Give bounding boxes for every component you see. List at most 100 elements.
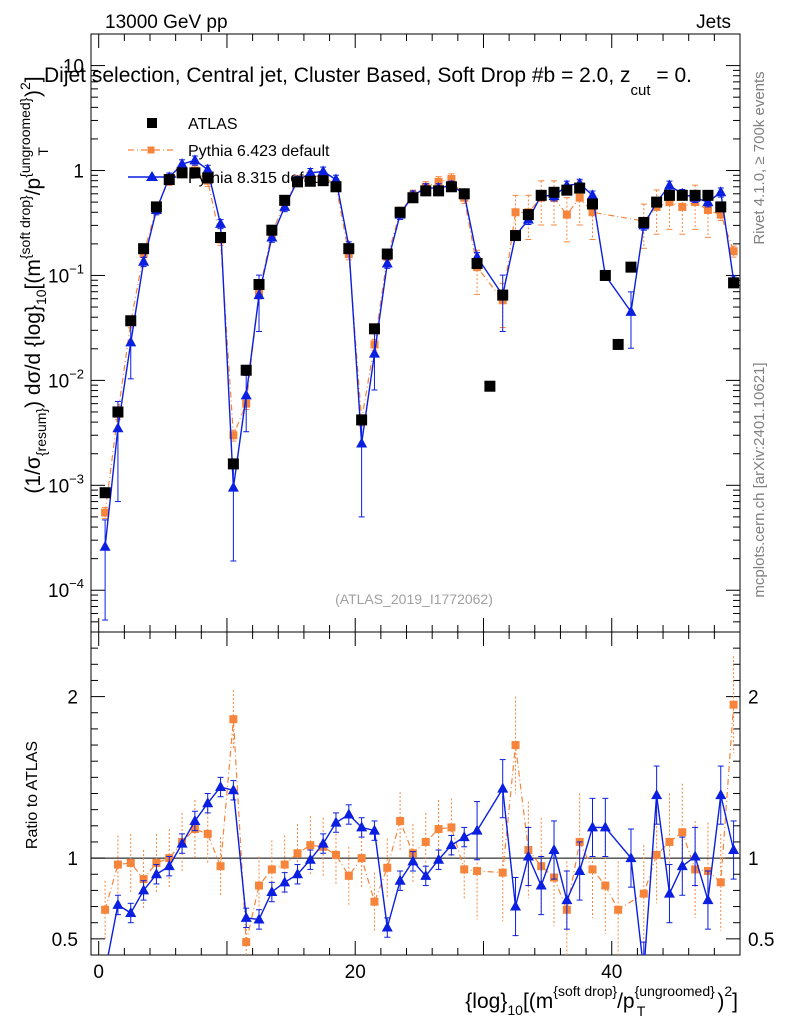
pythia6-ratio-point	[511, 741, 520, 750]
pythia8-point	[587, 189, 598, 200]
pythia8-ratio-point	[561, 894, 573, 905]
pythia8-point	[381, 257, 393, 268]
atlas-point	[510, 230, 522, 242]
axes-layer: 0 20 40 10−4 10−3 10−2 10−1 1 10 0.5 0.5 1 1 2 2	[48, 33, 774, 983]
pythia8-ratio-point	[497, 782, 509, 793]
atlas-point	[702, 189, 714, 201]
category-label: Jets	[696, 12, 731, 33]
atlas-point	[612, 338, 624, 350]
pythia8-point	[317, 165, 329, 176]
pythia6-point	[588, 208, 597, 217]
y-tick-label: 10−1	[48, 261, 84, 287]
pythia6-point	[729, 247, 738, 256]
atlas-point	[599, 269, 611, 281]
ratio-tick-label-left: 1	[67, 849, 78, 870]
atlas-point	[433, 185, 445, 197]
atlas-point	[304, 175, 316, 187]
pythia8-point	[266, 231, 278, 242]
pythia8-ratio-point	[433, 853, 445, 864]
atlas-point	[99, 487, 111, 499]
atlas-point	[176, 167, 188, 179]
pythia6-ratio-point	[665, 837, 674, 846]
main-series-layer	[99, 154, 740, 621]
pythia8-ratio-point	[702, 894, 714, 905]
legend-pythia6-marker	[147, 146, 155, 154]
pythia8-point	[240, 389, 252, 400]
atlas-point	[202, 172, 214, 184]
pythia6-ratio-point	[280, 860, 289, 869]
ratio-y-axis-label: Ratio to ATLAS	[24, 741, 41, 849]
pythia8-ratio-point	[279, 876, 291, 887]
pythia8-point	[227, 481, 239, 492]
y-tick-label: 10−2	[48, 366, 84, 392]
pythia6-ratio-point	[729, 700, 738, 709]
atlas-point	[125, 315, 137, 327]
pythia6-ratio-point	[152, 858, 161, 867]
pythia8-point	[368, 347, 380, 358]
pythia8-ratio-point	[458, 831, 470, 842]
pythia6-ratio-point	[370, 897, 379, 906]
pythia8-point	[202, 163, 214, 174]
atlas-point	[676, 189, 688, 201]
ratio-tick-label-right: 0.5	[748, 930, 774, 951]
pythia8-ratio-point	[651, 789, 663, 800]
pythia8-ratio-point	[202, 797, 214, 808]
pythia6-ratio-point	[306, 841, 315, 850]
plot-title-sub: cut	[631, 82, 652, 99]
pythia8-ratio-point	[304, 853, 316, 864]
atlas-point	[689, 189, 701, 201]
pythia6-ratio-point	[293, 849, 302, 858]
pythia6-ratio-point	[126, 858, 135, 867]
legend-atlas-label: ATLAS	[188, 116, 238, 133]
legend-atlas-marker	[147, 118, 157, 128]
pythia8-ratio-point	[676, 860, 688, 871]
atlas-point	[317, 175, 329, 187]
x-tick-label: 0	[93, 962, 104, 983]
ratio-tick-label-left: 0.5	[52, 930, 78, 951]
atlas-point	[420, 185, 432, 197]
pythia8-ratio-point	[394, 874, 406, 885]
atlas-point	[497, 289, 509, 301]
pythia8-ratio-point	[112, 898, 124, 909]
pythia8-ratio-point	[510, 900, 522, 911]
pythia8-ratio-point	[522, 850, 534, 861]
pythia6-ratio-point	[203, 829, 212, 838]
pythia6-ratio-point	[460, 865, 469, 874]
pythia8-point	[625, 305, 637, 316]
y-tick-label: 1	[73, 162, 84, 183]
pythia8-ratio-point	[227, 784, 239, 795]
atlas-point	[663, 189, 675, 201]
atlas-point	[407, 192, 419, 204]
ratio-tick-label-right: 2	[748, 688, 759, 709]
pythia8-point	[215, 217, 227, 228]
atlas-point	[625, 261, 637, 273]
pythia6-point	[562, 210, 571, 219]
atlas-point	[535, 189, 547, 201]
pythia8-ratio-point	[356, 821, 368, 832]
atlas-point	[715, 201, 727, 213]
atlas-point	[381, 248, 393, 260]
pythia8-point	[189, 154, 201, 165]
pythia8-ratio-point	[420, 869, 432, 880]
atlas-point	[471, 257, 483, 269]
pythia6-point	[229, 431, 238, 440]
pythia6-ratio-point	[652, 850, 661, 859]
atlas-point	[394, 206, 406, 218]
pythia6-ratio-point	[113, 860, 122, 869]
ratio-tick-label-right: 1	[748, 849, 759, 870]
plot-title-main: Dijet selection, Central jet, Cluster Ba…	[44, 64, 631, 87]
atlas-point	[189, 167, 201, 179]
pythia8-point	[330, 173, 342, 184]
pythia6-ratio-point	[383, 863, 392, 872]
pythia6-ratio-point	[344, 871, 353, 880]
pythia6-ratio-point	[473, 867, 482, 876]
pythia8-ratio-point	[599, 821, 611, 832]
pythia8-point	[279, 200, 291, 211]
pythia6-point	[101, 508, 110, 517]
atlas-point	[150, 201, 162, 213]
pythia8-ratio-point	[715, 789, 727, 800]
y-axis-label: (1/σ{resum}) dσ/d {log}10[(m{soft drop}/…	[17, 76, 51, 493]
atlas-point	[561, 184, 573, 196]
pythia8-ratio-point	[663, 887, 675, 898]
x-axis-label: {log}10[(m{soft drop}/p{ungroomed} T)2]	[465, 983, 738, 1019]
